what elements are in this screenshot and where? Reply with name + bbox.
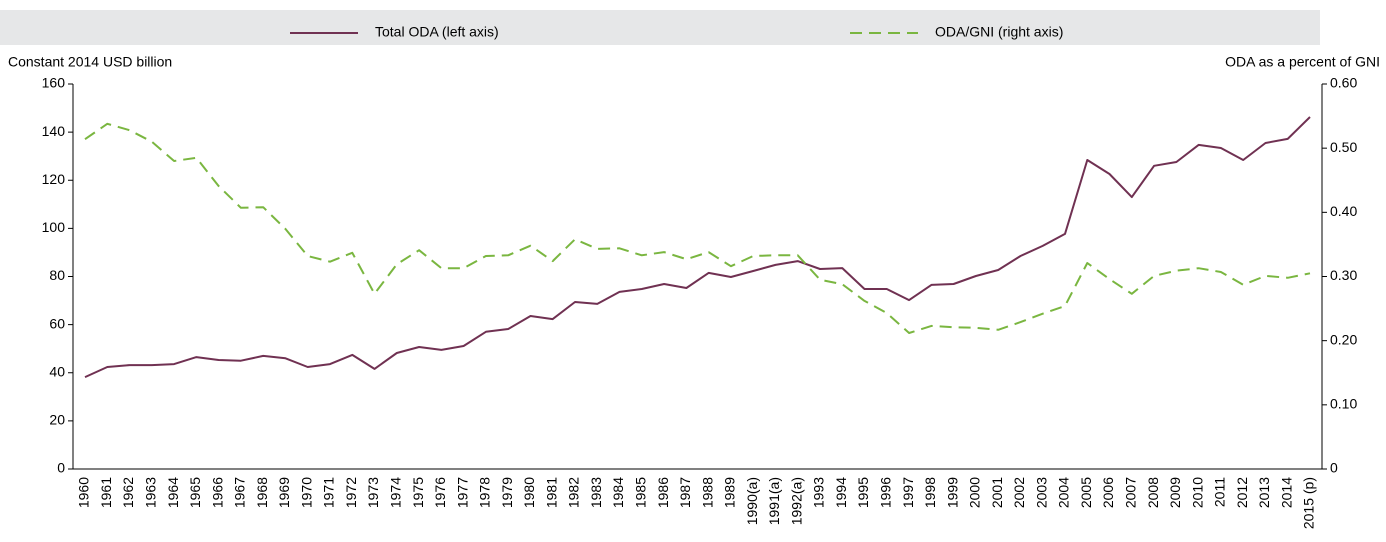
y-axis-title: Constant 2014 USD billion: [8, 54, 172, 70]
x-tick-label: 1970: [298, 477, 314, 508]
y-tick-label: 140: [42, 123, 66, 139]
x-tick-label: 2013: [1256, 477, 1272, 508]
y-tick-label: 100: [42, 219, 66, 235]
y2-tick-label: 0.40: [1330, 203, 1357, 219]
x-tick-label: 1974: [388, 477, 404, 508]
y2-axis-title: ODA as a percent of GNI: [1225, 54, 1380, 70]
x-tick-label: 1964: [165, 477, 181, 508]
x-tick-label: 2005: [1078, 477, 1094, 508]
x-tick-label: 2014: [1278, 477, 1294, 508]
x-tick-label: 1975: [410, 477, 426, 508]
y-tick-label: 20: [49, 412, 65, 428]
x-tick-label: 1967: [232, 477, 248, 508]
x-tick-label: 2003: [1033, 477, 1049, 508]
y2-tick-label: 0.60: [1330, 75, 1357, 91]
y-tick-label: 120: [42, 171, 66, 187]
x-tick-label: 1983: [588, 477, 604, 508]
x-tick-label: 2015 (p): [1301, 477, 1317, 529]
y2-tick-label: 0.10: [1330, 396, 1357, 412]
x-tick-label: 1961: [98, 477, 114, 508]
x-tick-label: 2002: [1011, 477, 1027, 508]
x-tick-label: 1965: [187, 477, 203, 508]
x-tick-label: 1978: [477, 477, 493, 508]
x-tick-label: 1966: [209, 477, 225, 508]
x-tick-label: 1985: [633, 477, 649, 508]
x-tick-label: 2006: [1100, 477, 1116, 508]
x-tick-label: 2001: [989, 477, 1005, 508]
x-tick-label: 2009: [1167, 477, 1183, 508]
x-tick-label: 1999: [944, 477, 960, 508]
x-tick-label: 1963: [143, 477, 159, 508]
y-tick-label: 0: [57, 460, 65, 476]
x-tick-label: 1993: [811, 477, 827, 508]
x-tick-label: 1998: [922, 477, 938, 508]
y2-tick-label: 0.50: [1330, 139, 1357, 155]
series-line: [84, 116, 1311, 379]
x-tick-label: 1968: [254, 477, 270, 508]
series-line: [84, 122, 1311, 334]
x-tick-label: 1996: [878, 477, 894, 508]
x-tick-label: 1962: [120, 477, 136, 508]
legend-label: ODA/GNI (right axis): [935, 24, 1063, 40]
legend-label: Total ODA (left axis): [375, 24, 499, 40]
x-tick-label: 1986: [655, 477, 671, 508]
x-tick-label: 1989: [722, 477, 738, 508]
x-tick-label: 1988: [699, 477, 715, 508]
x-tick-label: 1960: [76, 477, 92, 508]
y2-tick-label: 0.30: [1330, 267, 1357, 283]
x-tick-label: 1994: [833, 477, 849, 508]
y-tick-label: 160: [42, 75, 66, 91]
x-tick-label: 1980: [521, 477, 537, 508]
y-tick-label: 60: [49, 315, 65, 331]
x-tick-label: 2010: [1189, 477, 1205, 508]
x-tick-label: 1982: [566, 477, 582, 508]
x-tick-label: 1992(a): [788, 477, 804, 525]
x-tick-label: 2004: [1056, 477, 1072, 508]
x-tick-label: 1987: [677, 477, 693, 508]
y2-tick-label: 0: [1330, 460, 1338, 476]
x-tick-label: 1991(a): [766, 477, 782, 525]
x-tick-label: 1981: [543, 477, 559, 508]
x-tick-label: 2007: [1123, 477, 1139, 508]
x-tick-label: 1977: [454, 477, 470, 508]
x-tick-label: 1995: [855, 477, 871, 508]
x-tick-label: 1976: [432, 477, 448, 508]
x-tick-label: 1971: [321, 477, 337, 508]
x-tick-label: 1972: [343, 477, 359, 508]
y-tick-label: 40: [49, 363, 65, 379]
x-tick-label: 2008: [1145, 477, 1161, 508]
x-tick-label: 1969: [276, 477, 292, 508]
y2-tick-label: 0.20: [1330, 331, 1357, 347]
x-tick-label: 2000: [967, 477, 983, 508]
x-tick-label: 1979: [499, 477, 515, 508]
x-tick-label: 1997: [900, 477, 916, 508]
x-tick-label: 2012: [1234, 477, 1250, 508]
x-tick-label: 1973: [365, 477, 381, 508]
x-tick-label: 1990(a): [744, 477, 760, 525]
y-tick-label: 80: [49, 267, 65, 283]
legend-band: [0, 10, 1320, 45]
x-tick-label: 2011: [1212, 477, 1228, 507]
x-tick-label: 1984: [610, 477, 626, 508]
